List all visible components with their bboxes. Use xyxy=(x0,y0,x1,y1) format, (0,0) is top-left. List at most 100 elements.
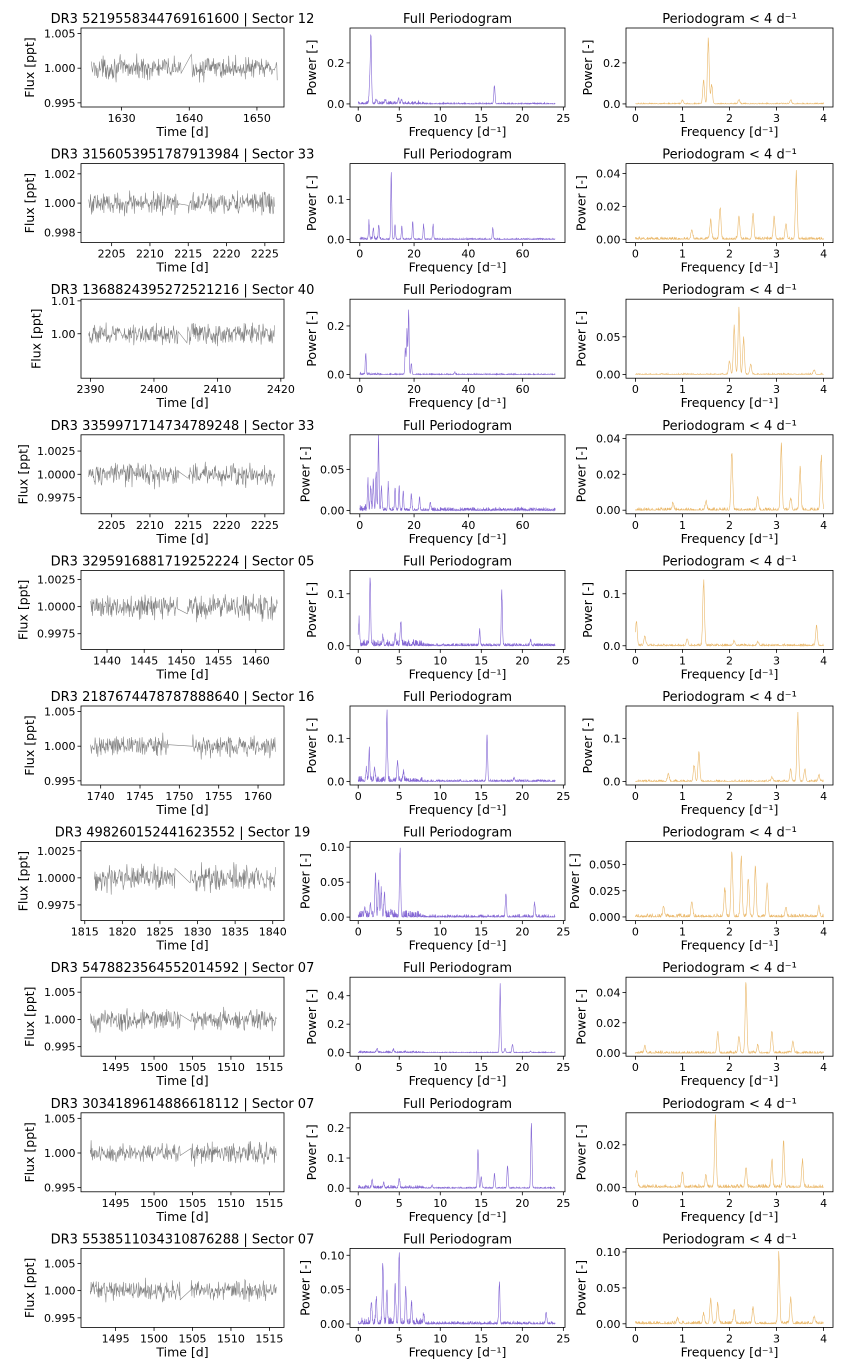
x-tick-label: 2390 xyxy=(77,383,105,396)
light-curve-line xyxy=(89,1277,277,1303)
y-tick-label: 1.000 xyxy=(44,197,76,210)
row-2: 2205 2210 2215 2220 2225 0.998 1.000 1.002 DR3 3… xyxy=(22,148,834,275)
x-tick-label: 5 xyxy=(396,926,403,939)
x-tick-label: 0 xyxy=(355,1332,362,1345)
full-panel-title: Full Periodogram xyxy=(403,826,512,841)
flux-panel-title: DR3 5219558344769161600 | Sector 12 xyxy=(51,12,315,27)
x-tick-label: 3 xyxy=(773,519,780,532)
full-periodogram-line xyxy=(357,577,556,647)
x-tick-label: 25 xyxy=(556,1061,570,1074)
x-tick-label: 20 xyxy=(515,1197,529,1210)
x-axis-label: Time [d] xyxy=(155,395,208,410)
x-tick-label: 5 xyxy=(396,654,403,667)
low-panel-title: Periodogram < 4 d⁻¹ xyxy=(662,961,797,976)
y-axis-label: Power [-] xyxy=(567,853,582,909)
axes-frame xyxy=(80,27,285,108)
x-tick-label: 1440 xyxy=(93,654,121,667)
x-tick-label: 1630 xyxy=(108,112,136,125)
x-tick-label: 1640 xyxy=(175,112,203,125)
low-panel-title: Periodogram < 4 d⁻¹ xyxy=(662,12,797,27)
light-curve-line xyxy=(88,461,276,490)
x-axis-label: Time [d] xyxy=(155,531,208,546)
x-axis-label: Frequency [d⁻¹] xyxy=(681,124,779,139)
low-periodogram-line xyxy=(635,1114,824,1189)
x-tick-label: 2420 xyxy=(267,383,295,396)
full-panel: 0 5 10 15 20 25 0.0 0.2 Full Periodogram Frequenc… xyxy=(304,12,571,139)
y-axis-label: Flux [ppt] xyxy=(22,37,37,97)
y-tick-label: 1.0025 xyxy=(37,845,76,858)
full-panel: 0 5 10 15 20 25 0.0 0.2 0.4 Full Periodogram Frequ… xyxy=(304,961,571,1088)
x-tick-label: 10 xyxy=(433,1061,447,1074)
x-tick-label: 3 xyxy=(773,383,780,396)
axes-frame xyxy=(625,841,834,921)
y-tick-label: 0.995 xyxy=(44,1182,76,1195)
y-tick-label: 0.995 xyxy=(44,1312,76,1325)
x-tick-label: 25 xyxy=(556,926,570,939)
flux-panel-title: DR3 5478823564552014592 | Sector 07 xyxy=(51,961,315,976)
y-tick-label: 0.04 xyxy=(596,432,621,445)
x-tick-label: 5 xyxy=(396,112,403,125)
y-axis-label: Flux [ppt] xyxy=(22,1122,37,1182)
x-tick-label: 1450 xyxy=(167,654,195,667)
y-tick-label: 0.2 xyxy=(327,320,345,333)
y-tick-label: 0.050 xyxy=(589,859,621,872)
x-tick-label: 1 xyxy=(679,790,686,803)
x-axis-label: Frequency [d⁻¹] xyxy=(681,395,779,410)
x-tick-label: 2210 xyxy=(136,248,164,261)
x-axis-label: Frequency [d⁻¹] xyxy=(681,1344,779,1359)
flux-panel: 2205 2210 2215 2220 2225 0.9975 1.0000 1.0025 DR… xyxy=(16,419,315,546)
y-axis-label: Flux [ppt] xyxy=(22,173,37,233)
low-periodogram-line xyxy=(635,711,824,783)
y-tick-label: 1.000 xyxy=(44,740,76,753)
x-tick-label: 1460 xyxy=(242,654,270,667)
full-panel-title: Full Periodogram xyxy=(403,554,512,569)
x-tick-label: 4 xyxy=(820,383,827,396)
y-tick-label: 0.025 xyxy=(589,885,621,898)
x-tick-label: 0 xyxy=(632,1197,639,1210)
y-tick-label: 0.00 xyxy=(320,1318,345,1331)
x-tick-label: 1 xyxy=(679,383,686,396)
light-curve-line xyxy=(88,190,276,217)
x-tick-label: 1 xyxy=(679,654,686,667)
x-axis-label: Time [d] xyxy=(155,1073,208,1088)
x-tick-label: 20 xyxy=(515,926,529,939)
full-periodogram-line xyxy=(357,847,556,919)
y-tick-label: 0.00 xyxy=(320,911,345,924)
x-tick-label: 1650 xyxy=(243,112,271,125)
y-tick-label: 0.2 xyxy=(327,1122,345,1135)
y-axis-label: Power [-] xyxy=(573,175,588,231)
x-tick-label: 2225 xyxy=(251,248,279,261)
flux-panel-title: DR3 3034189614886618112 | Sector 07 xyxy=(51,1097,315,1112)
x-tick-label: 1510 xyxy=(217,1332,245,1345)
x-axis-label: Time [d] xyxy=(155,1344,208,1359)
flux-panel-title: DR3 498260152441623552 | Sector 19 xyxy=(55,826,310,841)
light-curve-line xyxy=(90,53,278,83)
x-tick-label: 2 xyxy=(726,1061,733,1074)
y-tick-label: 0.05 xyxy=(596,1282,621,1295)
y-tick-label: 1.000 xyxy=(44,1147,76,1160)
x-axis-label: Frequency [d⁻¹] xyxy=(409,124,507,139)
x-tick-label: 2 xyxy=(726,926,733,939)
y-tick-label: 0.9975 xyxy=(37,628,76,641)
axes-frame xyxy=(625,705,834,786)
x-tick-label: 2 xyxy=(726,1197,733,1210)
x-tick-label: 1825 xyxy=(146,926,174,939)
x-axis-label: Time [d] xyxy=(155,802,208,817)
y-tick-label: 1.00 xyxy=(51,328,76,341)
axes-frame xyxy=(349,976,566,1057)
low-panel: 0 1 2 3 4 0.00 0.05 0.10 Periodogram < 4 d⁻¹ Freq… xyxy=(573,1232,834,1359)
full-periodogram-line xyxy=(357,1123,556,1190)
x-tick-label: 0 xyxy=(355,1061,362,1074)
low-panel: 0 1 2 3 4 0.0 0.2 Periodogram < 4 d⁻¹ Frequency … xyxy=(580,12,834,139)
axes-frame xyxy=(625,434,834,515)
x-tick-label: 10 xyxy=(433,112,447,125)
low-panel-title: Periodogram < 4 d⁻¹ xyxy=(662,283,797,298)
x-tick-label: 10 xyxy=(433,1332,447,1345)
x-tick-label: 2410 xyxy=(203,383,231,396)
y-tick-label: 0.10 xyxy=(320,841,345,854)
x-tick-label: 4 xyxy=(820,1061,827,1074)
x-tick-label: 25 xyxy=(556,112,570,125)
y-axis-label: Power [-] xyxy=(304,989,319,1045)
